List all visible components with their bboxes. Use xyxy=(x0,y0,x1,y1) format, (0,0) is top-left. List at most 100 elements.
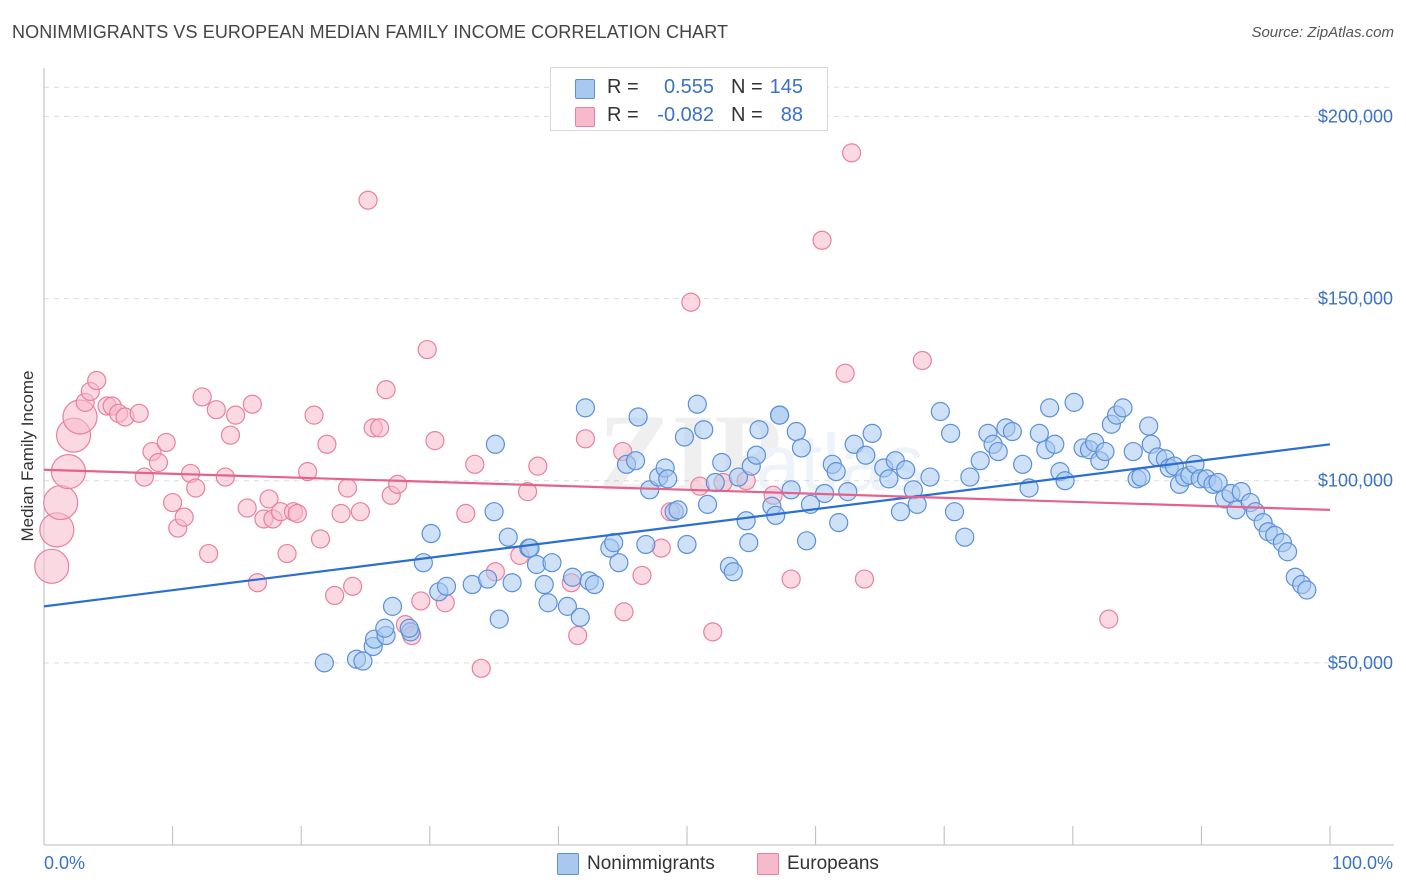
european-point xyxy=(417,339,437,360)
nonimmigrant-point xyxy=(712,452,732,473)
nonimmigrant-point xyxy=(668,500,688,520)
nonimmigrant-point xyxy=(375,618,395,638)
nonimmigrant-point xyxy=(941,423,961,443)
nonimmigrant-point xyxy=(736,511,756,531)
nonimmigrant-point xyxy=(436,576,457,596)
european-point xyxy=(835,363,855,383)
nonimmigrant-point xyxy=(728,467,749,487)
nonimmigrant-point xyxy=(314,653,334,673)
european-point xyxy=(411,591,431,611)
european-point xyxy=(331,503,351,524)
nonimmigrant-point xyxy=(502,573,522,593)
european-point xyxy=(304,405,324,425)
nonimmigrant-point xyxy=(944,502,965,522)
european-point xyxy=(87,370,107,391)
european-point xyxy=(242,394,262,414)
european-point xyxy=(129,403,149,423)
european-point xyxy=(156,432,176,453)
pink-swatch xyxy=(575,107,595,127)
nonimmigrants-trend-line xyxy=(43,443,1331,608)
blue-swatch xyxy=(575,79,595,99)
nonimmigrant-point xyxy=(538,593,558,613)
nonimmigrant-point xyxy=(636,534,656,555)
nonimmigrant-point xyxy=(609,553,629,573)
x-tick-labels: 0.0% 100.0% xyxy=(44,853,1393,873)
n-label: N = xyxy=(731,76,763,98)
european-point xyxy=(310,529,331,549)
european-point xyxy=(215,467,235,487)
n-value: 145 xyxy=(769,76,803,98)
nonimmigrant-point xyxy=(746,445,767,465)
european-point xyxy=(325,585,345,606)
nonimmigrant-point xyxy=(1045,434,1065,454)
nonimmigrant-point xyxy=(584,574,605,595)
european-point xyxy=(912,350,932,371)
nonimmigrants-series xyxy=(314,392,1317,673)
european-point xyxy=(186,478,206,498)
nonimmigrant-point xyxy=(674,427,695,447)
european-point xyxy=(148,452,169,473)
nonimmigrant-point xyxy=(1040,398,1060,418)
european-point xyxy=(842,143,862,163)
source-note: Source: ZipAtlas.com xyxy=(1251,24,1394,41)
european-point xyxy=(220,425,241,445)
european-point xyxy=(681,292,701,312)
nonimmigrant-point xyxy=(489,609,509,629)
european-point xyxy=(376,380,396,400)
european-point xyxy=(370,418,390,438)
nonimmigrant-point xyxy=(781,480,801,500)
nonimmigrant-point xyxy=(658,469,678,489)
nonimmigrant-point xyxy=(1113,398,1133,418)
x-tick-label: 100.0% xyxy=(1332,853,1393,873)
nonimmigrant-point xyxy=(1029,423,1049,443)
nonimmigrant-point xyxy=(677,534,697,555)
chart-title: NONIMMIGRANTS VS EUROPEAN MEDIAN FAMILY … xyxy=(12,22,729,42)
european-point xyxy=(343,576,363,596)
european-point xyxy=(425,431,445,451)
european-point xyxy=(34,548,70,584)
nonimmigrant-point xyxy=(570,607,590,627)
european-point xyxy=(259,489,279,509)
nonimmigrant-point xyxy=(697,494,718,514)
y-tick-label: $150,000 xyxy=(1318,289,1393,309)
nonimmigrant-point xyxy=(1064,392,1084,412)
nonimmigrant-point xyxy=(1123,441,1143,462)
y-tick-label: $200,000 xyxy=(1318,106,1393,126)
european-point xyxy=(614,602,634,622)
nonimmigrant-point xyxy=(829,513,849,533)
nonimmigrant-point xyxy=(498,527,518,547)
european-point xyxy=(277,543,297,564)
nonimmigrant-point xyxy=(769,405,790,425)
nonimmigrant-point xyxy=(896,460,916,480)
n-label: N = xyxy=(731,104,763,126)
european-point xyxy=(174,507,194,527)
european-point xyxy=(854,569,875,589)
pink-swatch xyxy=(757,853,779,875)
european-point xyxy=(1099,609,1119,629)
legend-label: Nonimmigrants xyxy=(587,853,715,874)
european-point xyxy=(456,503,476,524)
european-point xyxy=(568,625,588,646)
nonimmigrant-point xyxy=(484,502,504,522)
nonimmigrant-point xyxy=(557,596,578,616)
european-point xyxy=(517,482,538,502)
nonimmigrant-point xyxy=(687,394,707,414)
european-point xyxy=(388,474,408,494)
nonimmigrant-point xyxy=(575,398,596,418)
nonimmigrant-point xyxy=(478,569,498,589)
nonimmigrant-point xyxy=(791,438,812,458)
european-point xyxy=(465,454,485,474)
nonimmigrant-point xyxy=(413,553,433,573)
nonimmigrant-point xyxy=(399,618,419,638)
r-value: 0.555 xyxy=(663,76,714,98)
european-point xyxy=(163,492,183,513)
nonimmigrant-point xyxy=(485,434,505,454)
nonimmigrant-point xyxy=(353,651,373,671)
nonimmigrant-point xyxy=(862,423,882,443)
european-point xyxy=(199,543,219,564)
european-point xyxy=(287,503,307,524)
nonimmigrant-point xyxy=(826,462,846,482)
nonimmigrant-point xyxy=(1277,542,1298,562)
nonimmigrant-point xyxy=(890,502,911,522)
